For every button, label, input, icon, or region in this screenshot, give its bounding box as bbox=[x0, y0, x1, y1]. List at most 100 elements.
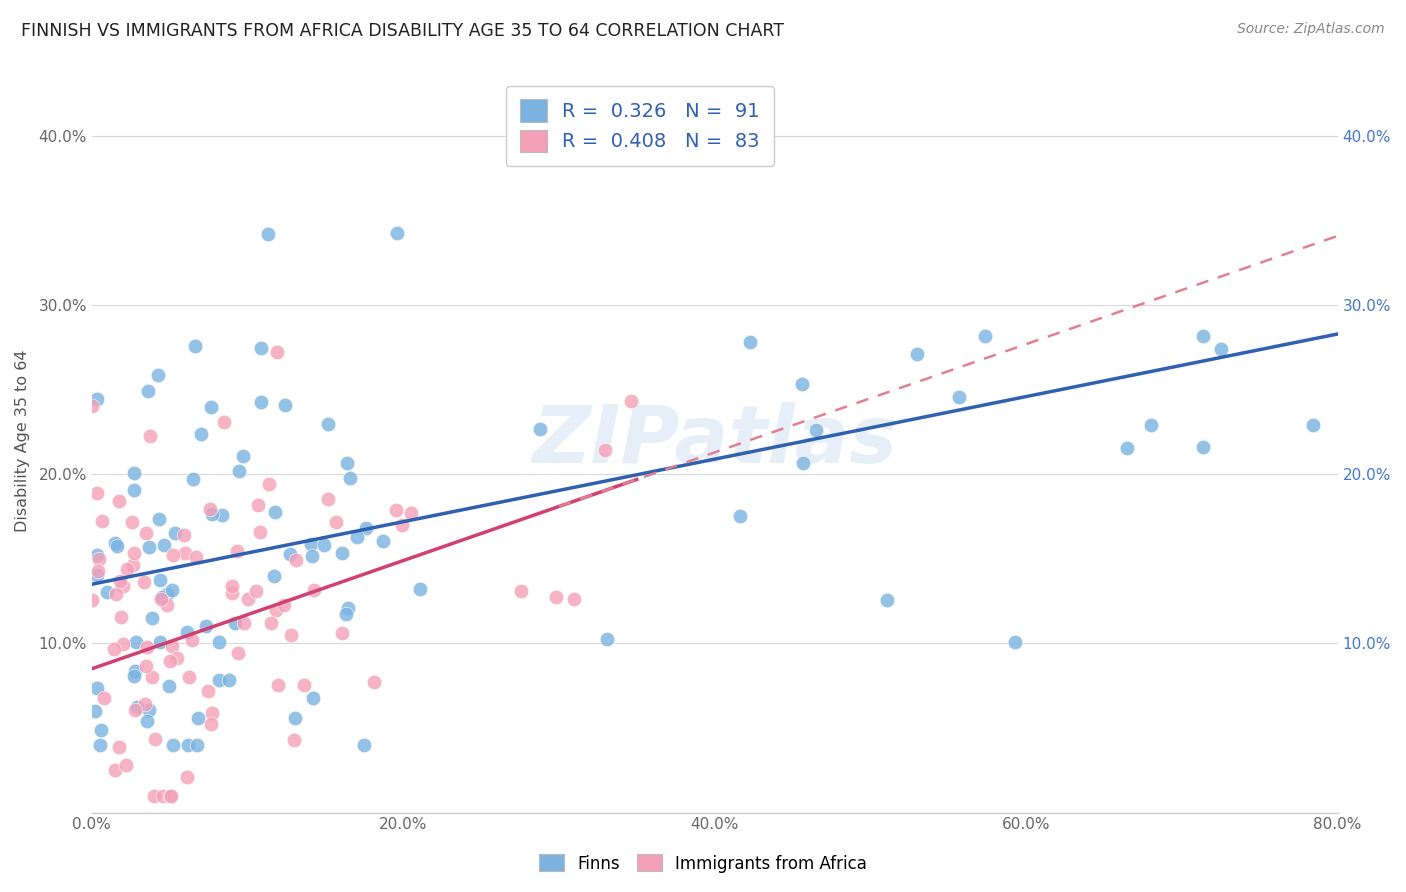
Point bbox=[124, 483, 146, 498]
Point bbox=[233, 616, 256, 631]
Point bbox=[176, 770, 198, 784]
Point bbox=[90, 723, 112, 737]
Point bbox=[1115, 442, 1137, 456]
Point bbox=[353, 738, 375, 752]
Point bbox=[136, 640, 159, 655]
Point bbox=[166, 651, 188, 665]
Point bbox=[596, 632, 619, 646]
Point bbox=[159, 654, 181, 668]
Y-axis label: Disability Age 35 to 64: Disability Age 35 to 64 bbox=[15, 350, 30, 532]
Point bbox=[122, 467, 145, 481]
Point bbox=[152, 789, 174, 803]
Point bbox=[201, 507, 224, 521]
Point bbox=[198, 501, 221, 516]
Point bbox=[156, 598, 179, 612]
Point bbox=[165, 526, 187, 541]
Point bbox=[280, 628, 302, 642]
Point bbox=[143, 731, 166, 746]
Point bbox=[162, 548, 184, 562]
Point bbox=[135, 526, 157, 541]
Point bbox=[1140, 417, 1163, 432]
Point bbox=[399, 506, 422, 520]
Point bbox=[157, 679, 180, 693]
Point bbox=[620, 394, 643, 409]
Point bbox=[509, 583, 531, 598]
Point bbox=[156, 587, 179, 601]
Point bbox=[108, 740, 131, 755]
Point bbox=[125, 634, 148, 648]
Legend: Finns, Immigrants from Africa: Finns, Immigrants from Africa bbox=[533, 847, 873, 880]
Point bbox=[86, 486, 108, 500]
Point bbox=[948, 390, 970, 404]
Point bbox=[974, 329, 997, 343]
Point bbox=[190, 426, 212, 441]
Point bbox=[371, 533, 394, 548]
Point bbox=[148, 512, 170, 526]
Point bbox=[221, 579, 243, 593]
Point bbox=[117, 562, 139, 576]
Point bbox=[1302, 418, 1324, 433]
Point bbox=[228, 464, 250, 478]
Point bbox=[136, 384, 159, 398]
Point bbox=[1192, 328, 1215, 343]
Point bbox=[284, 553, 307, 567]
Point bbox=[86, 548, 108, 562]
Point bbox=[186, 738, 208, 752]
Point bbox=[562, 592, 585, 607]
Point bbox=[110, 574, 132, 588]
Point bbox=[249, 524, 271, 539]
Point bbox=[1192, 441, 1215, 455]
Point bbox=[135, 714, 157, 729]
Point bbox=[318, 491, 340, 506]
Point bbox=[141, 611, 163, 625]
Point bbox=[149, 635, 172, 649]
Point bbox=[159, 789, 181, 803]
Point bbox=[346, 530, 368, 544]
Point bbox=[139, 429, 162, 443]
Point bbox=[104, 536, 127, 550]
Point bbox=[876, 593, 898, 607]
Point bbox=[330, 626, 353, 640]
Point bbox=[250, 395, 273, 409]
Point bbox=[132, 574, 155, 589]
Point bbox=[363, 674, 385, 689]
Point bbox=[228, 646, 250, 660]
Text: ZIPatlas: ZIPatlas bbox=[531, 401, 897, 480]
Point bbox=[124, 703, 146, 717]
Point bbox=[89, 738, 111, 752]
Point bbox=[187, 711, 209, 725]
Point bbox=[201, 706, 224, 720]
Point bbox=[266, 603, 288, 617]
Point bbox=[90, 514, 112, 528]
Point bbox=[278, 547, 301, 561]
Point bbox=[301, 691, 323, 706]
Point bbox=[274, 397, 297, 411]
Point bbox=[138, 541, 160, 555]
Point bbox=[256, 227, 278, 242]
Point bbox=[544, 590, 567, 604]
Point bbox=[105, 539, 128, 553]
Point bbox=[176, 738, 198, 752]
Point bbox=[273, 598, 295, 612]
Point bbox=[115, 758, 138, 772]
Point bbox=[336, 456, 359, 470]
Point bbox=[89, 552, 111, 566]
Point bbox=[197, 684, 219, 698]
Point bbox=[135, 659, 157, 673]
Point bbox=[266, 345, 288, 359]
Point bbox=[354, 521, 377, 535]
Point bbox=[263, 569, 285, 583]
Point bbox=[159, 789, 181, 803]
Point bbox=[211, 508, 233, 522]
Point bbox=[181, 472, 204, 486]
Point bbox=[112, 580, 135, 594]
Point bbox=[80, 399, 103, 413]
Point bbox=[104, 586, 127, 600]
Point bbox=[121, 516, 143, 530]
Point bbox=[247, 498, 270, 512]
Point bbox=[173, 528, 195, 542]
Point bbox=[86, 568, 108, 582]
Legend: R =  0.326   N =  91, R =  0.408   N =  83: R = 0.326 N = 91, R = 0.408 N = 83 bbox=[506, 86, 773, 166]
Point bbox=[107, 493, 129, 508]
Point bbox=[82, 593, 104, 607]
